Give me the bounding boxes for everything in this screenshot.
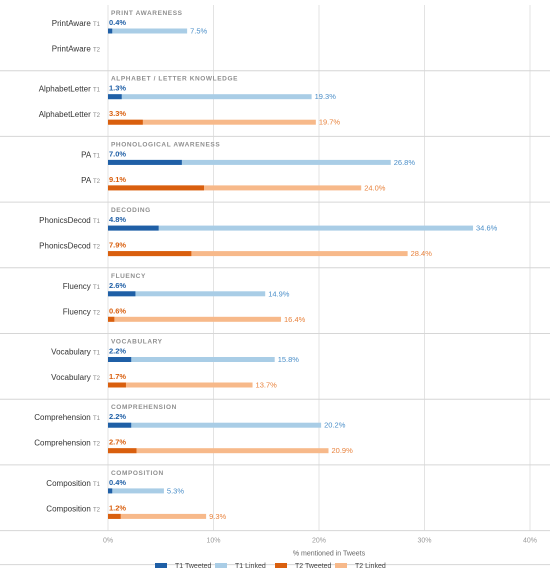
linked-value-label: 19.7%	[319, 118, 341, 127]
tweeted-value-label: 1.2%	[109, 503, 126, 512]
tweeted-value-label: 2.2%	[109, 347, 126, 356]
tweeted-bar	[108, 513, 121, 519]
row-label: Comprehension T2	[34, 439, 100, 448]
linked-bar	[108, 159, 391, 165]
tweeted-value-label: 2.2%	[109, 412, 126, 421]
row-label: AlphabetLetter T2	[39, 110, 101, 119]
linked-value-label: 20.9%	[331, 446, 353, 455]
tweeted-bar	[108, 251, 192, 257]
legend-label: T2 Tweeted	[295, 563, 332, 570]
legend-swatch	[215, 563, 227, 568]
tweeted-value-label: 1.7%	[109, 372, 126, 381]
linked-value-label: 16.4%	[284, 315, 306, 324]
x-tick-label: 20%	[312, 538, 326, 545]
linked-bar	[108, 357, 275, 362]
tweeted-bar	[108, 185, 205, 191]
linked-value-label: 7.5%	[190, 27, 207, 36]
tweeted-bar	[108, 291, 136, 297]
linked-value-label: 19.3%	[315, 92, 337, 101]
legend-label: T1 Tweeted	[175, 563, 212, 570]
group-title: FLUENCY	[111, 273, 146, 280]
tweeted-value-label: 1.3%	[109, 84, 126, 93]
group-title: COMPREHENSION	[111, 404, 177, 411]
group-title: ALPHABET / LETTER KNOWLEDGE	[111, 76, 238, 83]
row-label: Composition T2	[46, 504, 100, 513]
tweeted-value-label: 0.4%	[109, 18, 126, 27]
tweeted-bar	[108, 382, 126, 388]
x-tick-label: 40%	[523, 538, 537, 545]
tweeted-value-label: 2.7%	[109, 438, 126, 447]
row-label: PhonicsDecod T1	[39, 216, 100, 225]
tweeted-value-label: 4.8%	[109, 215, 126, 224]
tweeted-bar	[108, 94, 122, 100]
row-label: Composition T1	[46, 479, 100, 488]
row-label: Comprehension T1	[34, 413, 100, 422]
row-label: PA T1	[81, 150, 101, 159]
linked-bar	[108, 28, 188, 34]
x-tick-label: 0%	[103, 538, 113, 545]
x-axis-title: % mentioned in Tweets	[293, 551, 366, 558]
linked-bar	[108, 488, 164, 494]
linked-value-label: 9.3%	[209, 512, 226, 521]
linked-bar	[108, 251, 408, 257]
linked-value-label: 5.3%	[167, 486, 184, 495]
row-label: PA T2	[81, 176, 101, 185]
linked-bar	[108, 119, 316, 125]
tweeted-value-label: 7.0%	[109, 149, 126, 158]
linked-bar	[108, 291, 266, 297]
group-title: PHONOLOGICAL AWARENESS	[111, 141, 220, 148]
row-label: Fluency T2	[63, 307, 101, 316]
linked-bar	[108, 448, 329, 454]
tweeted-value-label: 9.1%	[109, 175, 126, 184]
legend-swatch	[275, 563, 287, 568]
legend-swatch	[155, 563, 167, 568]
x-tick-label: 10%	[206, 538, 220, 545]
group-title: VOCABULARY	[111, 339, 163, 346]
row-label: Vocabulary T2	[51, 373, 100, 382]
legend-label: T1 Linked	[235, 563, 266, 570]
tweeted-bar	[108, 448, 137, 454]
tweeted-bar	[108, 422, 132, 428]
tweeted-bar	[108, 357, 132, 362]
linked-value-label: 20.2%	[324, 421, 346, 430]
row-label: PrintAware T2	[52, 45, 101, 54]
legend-swatch	[335, 563, 347, 568]
legend-label: T2 Linked	[355, 563, 386, 570]
linked-value-label: 13.7%	[256, 381, 278, 390]
row-label: PrintAware T1	[52, 19, 101, 28]
tweeted-value-label: 0.6%	[109, 306, 126, 315]
tweeted-value-label: 7.9%	[109, 241, 126, 250]
group-title: PRINT AWARENESS	[111, 10, 183, 17]
row-label: Fluency T1	[63, 282, 101, 291]
linked-value-label: 15.8%	[278, 355, 300, 364]
group-title: COMPOSITION	[111, 470, 164, 477]
x-tick-label: 30%	[417, 538, 431, 545]
linked-bar	[108, 316, 282, 322]
linked-value-label: 24.0%	[364, 183, 386, 192]
tweeted-bar	[108, 225, 159, 231]
tweeted-bar	[108, 119, 143, 125]
linked-value-label: 28.4%	[411, 249, 433, 258]
linked-bar	[108, 422, 322, 428]
linked-value-label: 34.6%	[476, 224, 498, 233]
linked-bar	[108, 225, 474, 231]
linked-bar	[108, 382, 253, 388]
tweeted-bar	[108, 28, 113, 34]
linked-bar	[108, 94, 312, 100]
tweeted-bar	[108, 316, 115, 322]
row-label: Vocabulary T1	[51, 348, 100, 357]
row-label: AlphabetLetter T1	[39, 85, 101, 94]
linked-value-label: 26.8%	[394, 158, 416, 167]
tweeted-value-label: 2.6%	[109, 281, 126, 290]
linked-bar	[108, 513, 207, 519]
tweeted-bar	[108, 488, 113, 494]
linked-bar	[108, 185, 362, 191]
group-title: DECODING	[111, 207, 151, 214]
tweeted-bar	[108, 159, 182, 165]
tweeted-value-label: 3.3%	[109, 109, 126, 118]
row-label: PhonicsDecod T2	[39, 242, 100, 251]
tweeted-value-label: 0.4%	[109, 478, 126, 487]
linked-value-label: 14.9%	[268, 289, 290, 298]
